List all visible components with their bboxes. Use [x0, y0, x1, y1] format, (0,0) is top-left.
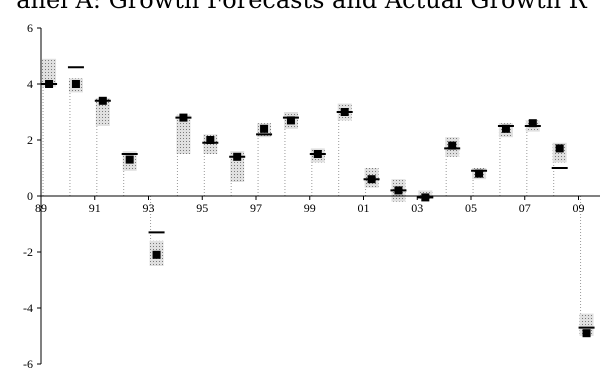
y-tick-label: -4	[23, 301, 33, 315]
actual-growth-marker	[98, 96, 107, 105]
forecast-range-band	[42, 58, 57, 87]
actual-growth-marker	[179, 113, 188, 122]
x-tick-label: 05	[465, 201, 477, 215]
y-tick-label: -2	[23, 245, 33, 259]
actual-growth-marker	[206, 136, 215, 144]
actual-growth-marker	[125, 155, 134, 164]
actual-growth-marker	[394, 186, 403, 195]
actual-growth-marker	[71, 80, 80, 88]
actual-growth-marker	[233, 152, 242, 161]
y-tick-label: 0	[27, 189, 33, 203]
y-tick-label: 2	[27, 133, 33, 147]
x-tick-label: 01	[358, 201, 370, 215]
y-tick-label: 4	[27, 77, 33, 91]
actual-growth-marker	[152, 250, 161, 259]
x-tick-label: 99	[304, 201, 316, 215]
forecast-range-bands	[42, 58, 594, 336]
actual-growth-marker	[555, 144, 564, 153]
chart-markers	[41, 66, 595, 338]
actual-growth-marker	[528, 119, 537, 128]
chart-title: anel A: Growth Forecasts and Actual Grow…	[16, 0, 587, 14]
actual-growth-marker	[286, 116, 295, 125]
actual-growth-marker	[340, 108, 349, 116]
actual-growth-marker	[313, 150, 322, 158]
x-tick-label: 03	[411, 201, 423, 215]
actual-growth-marker	[448, 141, 457, 150]
x-tick-label: 09	[573, 201, 585, 215]
forecast-range-band	[95, 98, 110, 126]
actual-growth-marker	[367, 175, 376, 184]
y-tick-label: 6	[27, 21, 33, 35]
forecast-range-band	[176, 114, 191, 154]
actual-growth-marker	[582, 329, 591, 338]
x-tick-label: 97	[250, 201, 262, 215]
x-tick-label: 07	[519, 201, 531, 215]
y-tick-label: -6	[23, 357, 33, 371]
x-tick-label: 89	[35, 201, 47, 215]
actual-growth-marker	[260, 124, 269, 133]
actual-growth-marker	[501, 124, 510, 133]
actual-growth-marker	[421, 193, 430, 202]
chart-axes: 6 4 2 0 -2 -4 -6 89 91 93 95 97 99 01 03 05 07 09	[23, 21, 600, 371]
x-tick-label: 95	[196, 201, 208, 215]
actual-growth-marker	[45, 80, 54, 88]
x-tick-label: 93	[143, 201, 155, 215]
actual-growth-marker	[475, 169, 484, 178]
x-tick-label: 91	[89, 201, 101, 215]
